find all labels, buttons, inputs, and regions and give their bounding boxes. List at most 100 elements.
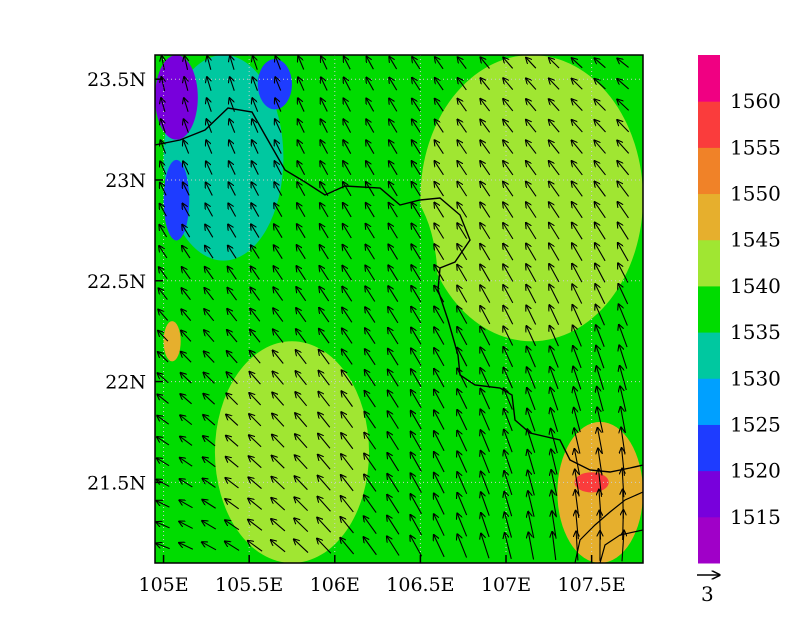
wind-arrow <box>388 370 399 387</box>
wind-arrow <box>481 534 490 559</box>
field-region <box>155 55 198 140</box>
wind-arrow <box>273 287 284 301</box>
wind-arrow <box>618 263 629 283</box>
wind-arrow <box>320 245 329 260</box>
wind-arrow <box>457 369 468 388</box>
wind-arrow <box>434 244 445 261</box>
wind-arrow <box>228 225 237 238</box>
wind-arrow <box>275 161 282 175</box>
wind-arrow <box>318 455 331 470</box>
x-axis: 105E 105.5E 106E 106.5E 107E 107.5E <box>138 555 626 596</box>
wind-arrow <box>480 244 491 261</box>
wind-arrow <box>527 388 536 411</box>
wind-arrow <box>550 367 559 390</box>
wind-arrow <box>341 412 354 429</box>
wind-arrow <box>526 326 537 347</box>
wind-arrow <box>274 245 283 259</box>
colorbar-label: 1555 <box>730 135 781 159</box>
wind-arrow <box>551 429 558 454</box>
wind-arrow <box>596 366 605 390</box>
wind-arrow <box>319 329 330 344</box>
wind-reference-vector: 3 <box>697 575 719 606</box>
wind-arrow <box>595 284 606 305</box>
wind-arrow <box>435 120 444 133</box>
wind-arrow <box>367 57 374 70</box>
wind-arrow <box>434 307 445 324</box>
wind-arrow <box>597 387 604 412</box>
y-tick-label: 22N <box>105 372 146 394</box>
wind-arrow <box>294 518 309 533</box>
wind-arrow <box>388 349 399 366</box>
wind-arrow <box>344 78 351 91</box>
wind-arrow <box>229 182 236 196</box>
wind-arrow <box>341 454 354 471</box>
wind-arrow <box>480 78 490 91</box>
wind-arrow <box>321 98 328 112</box>
wind-arrow <box>480 306 491 325</box>
wind-arrow <box>183 183 190 196</box>
wind-arrow <box>617 141 630 154</box>
wind-arrow <box>480 347 491 367</box>
wind-arrow <box>503 78 514 91</box>
wind-arrow <box>364 454 377 471</box>
wind-arrow <box>526 161 537 176</box>
wind-arrow <box>411 265 422 282</box>
country-borders <box>155 107 643 563</box>
wind-arrow <box>480 223 491 240</box>
wind-arrow <box>202 500 216 509</box>
wind-arrow <box>251 267 260 280</box>
wind-arrow <box>320 161 329 176</box>
coastline <box>574 491 643 563</box>
wind-arrow <box>411 369 422 387</box>
wind-arrow <box>230 98 235 112</box>
wind-arrow <box>457 514 468 537</box>
wind-arrow <box>549 285 560 304</box>
wind-arrow <box>251 224 260 238</box>
wind-arrow <box>480 327 491 346</box>
wind-arrow <box>319 308 330 323</box>
wind-arrow <box>503 347 514 368</box>
wind-arrow <box>572 264 583 283</box>
wind-arrow <box>272 456 285 469</box>
wind-arrow <box>366 182 375 197</box>
wind-arrow <box>572 58 583 69</box>
wind-arrow <box>251 246 260 259</box>
wind-arrow <box>229 161 236 175</box>
colorbar-swatch <box>698 285 720 333</box>
wind-arrow <box>412 182 421 197</box>
wind-arrow <box>272 435 285 448</box>
colorbar-label: 1530 <box>730 366 781 390</box>
wind-arrow <box>526 306 537 325</box>
wind-arrow <box>202 542 217 551</box>
wind-arrow <box>389 119 398 133</box>
wind-arrow <box>225 520 240 531</box>
y-tick-label: 21.5N <box>87 472 146 494</box>
wind-arrow <box>248 477 262 489</box>
wind-arrow <box>342 350 353 365</box>
coastline <box>599 529 643 563</box>
wind-arrow <box>205 267 214 280</box>
wind-arrow <box>252 119 259 133</box>
wind-arrow <box>249 414 262 427</box>
wind-arrow <box>617 79 630 90</box>
wind-arrow <box>365 307 376 323</box>
wind-arrow <box>317 539 332 554</box>
geopotential-field <box>155 55 643 563</box>
wind-arrow <box>273 372 284 385</box>
wind-arrow <box>412 99 421 112</box>
wind-arrow <box>250 372 261 385</box>
wind-arrow <box>230 56 234 70</box>
wind-arrow <box>549 120 560 133</box>
wind-arrow <box>458 120 467 133</box>
wind-arrow <box>205 225 214 238</box>
wind-arrow <box>480 182 491 197</box>
wind-arrow <box>179 522 193 529</box>
wind-arrow <box>552 532 557 561</box>
wind-arrow <box>366 245 375 260</box>
wind-arrow <box>572 141 583 154</box>
wind-arrow <box>457 493 468 516</box>
wind-arrow <box>180 458 193 467</box>
wind-arrow <box>298 119 305 133</box>
wind-arrow <box>253 77 258 91</box>
wind-arrow <box>343 245 352 260</box>
